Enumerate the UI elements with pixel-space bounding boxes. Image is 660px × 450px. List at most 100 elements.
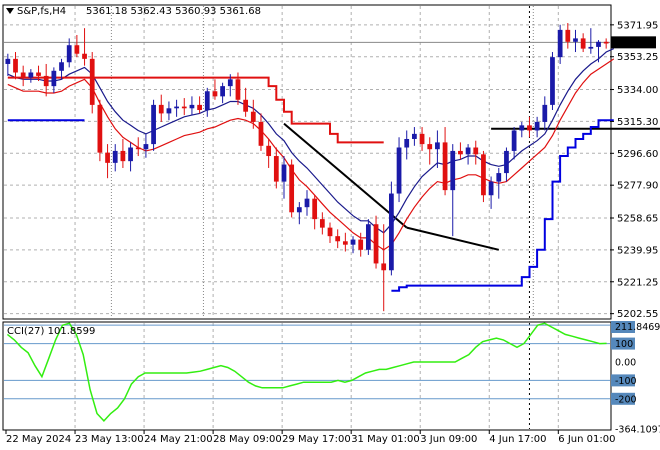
candle-body bbox=[151, 104, 156, 145]
cci-tick-label: 211.8469 bbox=[615, 322, 660, 333]
indicator-line-2 bbox=[7, 76, 384, 144]
candle-body bbox=[250, 111, 256, 122]
candle-body bbox=[273, 156, 279, 182]
symbol-label: S&P,fs,H4 bbox=[17, 6, 66, 17]
candle-body bbox=[20, 72, 26, 78]
cci-tick-label: 100 bbox=[615, 339, 633, 350]
candle-body bbox=[181, 106, 187, 109]
candle-body bbox=[573, 38, 578, 42]
candle-body bbox=[381, 263, 387, 271]
time-tick-label: 24 May 21:00 bbox=[144, 434, 213, 445]
candle-body bbox=[296, 207, 302, 213]
candle-body bbox=[557, 29, 563, 58]
candle-body bbox=[435, 142, 440, 150]
candle-body bbox=[519, 125, 525, 131]
candle-body bbox=[350, 239, 356, 245]
candle-body bbox=[128, 147, 133, 162]
candle-body bbox=[365, 224, 371, 250]
candle-body bbox=[82, 53, 87, 59]
candle-body bbox=[527, 125, 532, 131]
price-tick-label: 5334.00 bbox=[617, 85, 658, 96]
candle-body bbox=[97, 104, 103, 153]
candle-body bbox=[442, 142, 448, 191]
candle-body bbox=[174, 106, 179, 109]
candle-body bbox=[105, 152, 110, 163]
candle-body bbox=[59, 62, 64, 71]
annotation-trendline bbox=[406, 226, 500, 251]
time-tick-label: 4 Jun 17:00 bbox=[489, 434, 546, 445]
price-grid bbox=[4, 6, 610, 318]
price-pane-frame bbox=[2, 4, 612, 320]
candle-body bbox=[550, 57, 555, 105]
candle-body bbox=[266, 145, 272, 157]
candle-body bbox=[473, 147, 479, 155]
indicator-line-0 bbox=[7, 48, 615, 234]
candle-body bbox=[358, 239, 364, 250]
candle-body bbox=[120, 150, 126, 162]
time-tick-label: 22 May 2024 bbox=[6, 434, 71, 445]
indicator-line-1 bbox=[7, 58, 615, 251]
candle-body bbox=[342, 241, 348, 245]
cci-pane-frame bbox=[2, 321, 612, 431]
candle-body bbox=[204, 91, 210, 110]
candle-body bbox=[135, 147, 141, 150]
cci-level-tag bbox=[611, 374, 635, 387]
time-tick-label: 31 May 01:00 bbox=[351, 434, 420, 445]
candle-body bbox=[603, 41, 609, 44]
price-tick-label: 5315.30 bbox=[617, 117, 658, 128]
candle-body bbox=[220, 86, 225, 97]
current-price-label: 5361.68 bbox=[614, 38, 655, 49]
cci-axis: 211.8469 100 0.00 -100 -200 -364.1097 bbox=[611, 321, 660, 436]
cci-tick-label: -200 bbox=[615, 394, 637, 405]
cci-label: CCI(27) 101.8599 bbox=[7, 326, 95, 337]
candle-body bbox=[335, 236, 341, 242]
candle-body bbox=[481, 154, 486, 196]
candle-body bbox=[289, 164, 295, 213]
price-tick-label: 5371.95 bbox=[617, 20, 658, 31]
price-tick-label: 5353.25 bbox=[617, 52, 658, 63]
candle-body bbox=[28, 72, 34, 78]
annotation-trendline bbox=[283, 122, 408, 229]
cci-lines bbox=[6, 322, 607, 423]
candle-body bbox=[66, 45, 72, 63]
candle-body bbox=[197, 104, 202, 110]
time-tick-label: 6 Jun 01:00 bbox=[558, 434, 615, 445]
chart-header: S&P,fs,H4 5361.18 5362.43 5360.93 5361.6… bbox=[6, 6, 261, 17]
candle-body bbox=[427, 144, 433, 150]
candle-body bbox=[43, 75, 49, 87]
candle-body bbox=[51, 70, 57, 87]
cci-level-tag bbox=[611, 321, 635, 333]
cci-line bbox=[6, 322, 607, 423]
cci-tick-label: -364.1097 bbox=[615, 425, 660, 436]
candle-body bbox=[488, 181, 494, 196]
candle-body bbox=[419, 133, 425, 145]
candle-body bbox=[5, 58, 11, 64]
cci-level-tag bbox=[611, 392, 635, 405]
candle-body bbox=[112, 150, 118, 163]
current-price-tag bbox=[611, 36, 656, 49]
collapse-triangle-icon[interactable] bbox=[6, 8, 14, 14]
price-tick-label: 5221.25 bbox=[617, 277, 658, 288]
candle-body bbox=[189, 104, 195, 109]
candle-body bbox=[588, 46, 594, 49]
price-tick-label: 5258.65 bbox=[617, 214, 658, 225]
cci-level-tag bbox=[611, 337, 635, 350]
candle-body bbox=[281, 164, 287, 182]
ohlc-readout: 5361.18 5362.43 5360.93 5361.68 bbox=[86, 6, 261, 17]
price-tick-label: 5277.90 bbox=[617, 181, 658, 192]
candle-body bbox=[13, 58, 18, 73]
candles bbox=[5, 23, 609, 312]
candle-body bbox=[412, 133, 417, 139]
candle-body bbox=[504, 150, 509, 174]
candle-body bbox=[36, 72, 41, 76]
candle-body bbox=[404, 138, 410, 148]
candle-body bbox=[450, 150, 456, 191]
time-tick-label: 29 May 17:00 bbox=[282, 434, 351, 445]
candle-body bbox=[258, 121, 264, 146]
candle-body bbox=[327, 227, 333, 237]
candle-body bbox=[319, 219, 325, 228]
price-pane: 5371.95 5353.25 5334.00 5315.30 5296.60 5277.… bbox=[2, 4, 660, 320]
price-tick-label: 5296.60 bbox=[617, 149, 658, 160]
time-tick-label: 28 May 09:00 bbox=[213, 434, 282, 445]
